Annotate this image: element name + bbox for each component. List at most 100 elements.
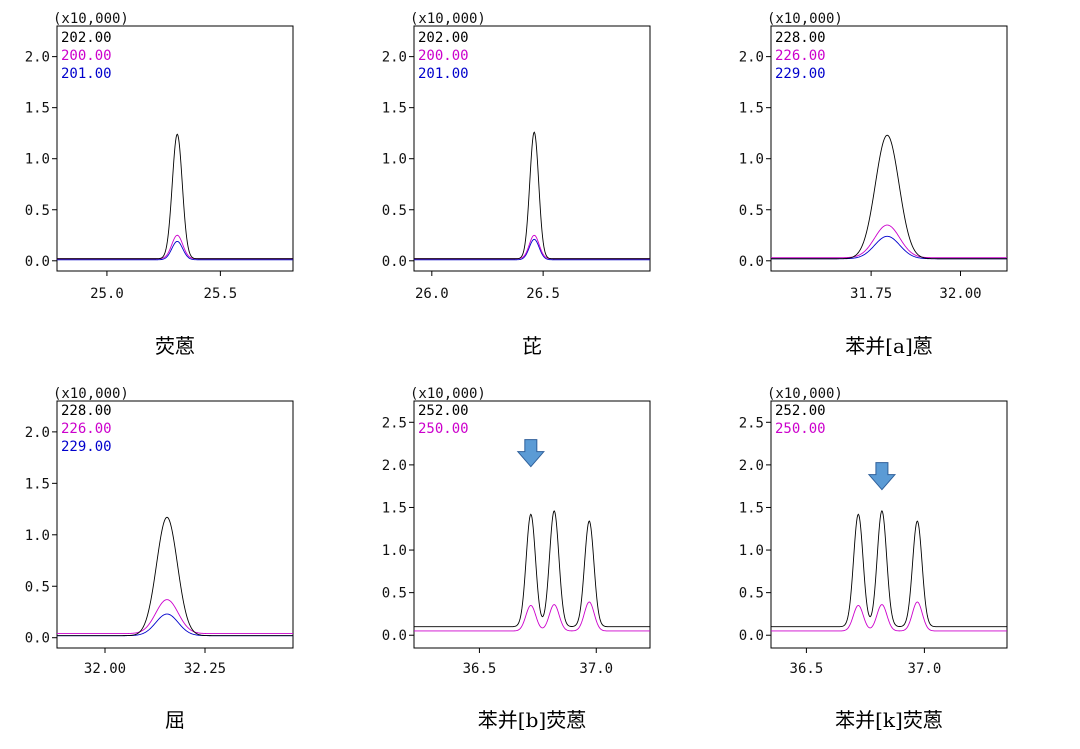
series-trace: [57, 133, 293, 260]
series-trace: [414, 131, 650, 260]
y-tick-label: 0.5: [739, 203, 764, 219]
x-tick-label: 37.0: [579, 661, 613, 677]
y-tick-label: 1.5: [382, 101, 407, 117]
x-tick-label: 31.75: [850, 286, 892, 302]
y-multiplier-label: (x10,000): [410, 386, 486, 402]
x-tick-label: 36.5: [463, 661, 497, 677]
compound-caption: 苯并[b]荧蒽: [478, 708, 586, 732]
peak-arrow-icon: [516, 439, 545, 468]
chromatogram-panel: (x10,000) 0.0 0.5 1.0 1.5 2.0 2.5 36.5 37.0 252.0…: [382, 386, 651, 732]
x-tick-label: 36.5: [790, 661, 824, 677]
y-multiplier-label: (x10,000): [410, 11, 486, 27]
y-tick-label: 2.0: [382, 458, 407, 474]
y-tick-label: 0.5: [739, 586, 764, 602]
x-tick-label: 37.0: [908, 661, 942, 677]
x-tick-label: 26.0: [415, 286, 449, 302]
y-tick-label: 0.0: [739, 254, 764, 270]
series-trace: [771, 224, 1007, 259]
x-tick-label: 32.00: [939, 286, 981, 302]
series-trace: [57, 234, 293, 260]
legend-ion-label: 202.00: [61, 30, 112, 46]
compound-caption: 荧蒽: [155, 334, 195, 358]
y-tick-label: 1.0: [25, 528, 50, 544]
legend-ion-label: 201.00: [418, 66, 469, 82]
series-trace: [414, 510, 650, 628]
chromatogram-panel: (x10,000) 0.0 0.5 1.0 1.5 2.0 25.0 25.5 202.00 20…: [25, 11, 294, 358]
series-trace: [771, 510, 1007, 628]
compound-caption: 苯并[a]蒽: [845, 334, 933, 358]
plot-frame: [56, 25, 294, 272]
legend-ion-label: 252.00: [418, 403, 469, 419]
y-tick-label: 1.0: [25, 152, 50, 168]
y-tick-label: 1.5: [25, 101, 50, 117]
legend-ion-label: 200.00: [418, 48, 469, 64]
chromatogram-panel: (x10,000) 0.0 0.5 1.0 1.5 2.0 32.00 32.25 228.00…: [25, 386, 294, 732]
legend-ion-label: 200.00: [61, 48, 112, 64]
y-tick-label: 2.0: [25, 425, 50, 441]
y-tick-label: 0.5: [382, 203, 407, 219]
y-tick-label: 1.5: [25, 476, 50, 492]
series-trace: [57, 599, 293, 635]
peak-arrow-icon: [867, 462, 897, 491]
legend-ion-label: 228.00: [775, 30, 826, 46]
y-tick-label: 0.0: [739, 628, 764, 644]
y-tick-label: 0.0: [25, 254, 50, 270]
y-tick-label: 0.5: [25, 579, 50, 595]
y-tick-label: 2.0: [382, 50, 407, 66]
y-tick-label: 2.0: [739, 50, 764, 66]
series-trace: [414, 234, 650, 260]
y-tick-label: 2.5: [382, 415, 407, 431]
legend-ion-label: 201.00: [61, 66, 112, 82]
chromatogram-panel: (x10,000) 0.0 0.5 1.0 1.5 2.0 2.5 36.5 37.0 252.0…: [739, 386, 1008, 732]
legend-ion-label: 226.00: [775, 48, 826, 64]
legend-ion-label: 202.00: [418, 30, 469, 46]
y-multiplier-label: (x10,000): [53, 11, 129, 27]
series-trace: [414, 238, 650, 261]
legend-ion-label: 226.00: [61, 421, 112, 437]
x-tick-label: 32.25: [184, 661, 226, 677]
y-tick-label: 2.0: [739, 458, 764, 474]
plot-frame: [770, 25, 1008, 272]
y-tick-label: 0.0: [382, 254, 407, 270]
y-multiplier-label: (x10,000): [767, 386, 843, 402]
series-trace: [414, 601, 650, 632]
y-multiplier-label: (x10,000): [767, 11, 843, 27]
legend-ion-label: 252.00: [775, 403, 826, 419]
legend-ion-label: 228.00: [61, 403, 112, 419]
y-tick-label: 0.5: [25, 203, 50, 219]
series-trace: [771, 134, 1007, 260]
y-tick-label: 0.0: [382, 628, 407, 644]
plot-frame: [56, 400, 294, 649]
plot-frame: [413, 400, 651, 649]
series-trace: [57, 516, 293, 637]
y-tick-label: 1.5: [739, 500, 764, 516]
compound-caption: 屈: [165, 708, 185, 732]
chromatogram-panel: (x10,000) 0.0 0.5 1.0 1.5 2.0 31.75 32.00 228.00…: [739, 11, 1008, 358]
series-trace: [771, 601, 1007, 632]
y-multiplier-label: (x10,000): [53, 386, 129, 402]
compound-caption: 苯并[k]荧蒽: [835, 708, 943, 732]
series-trace: [57, 613, 293, 637]
y-tick-label: 1.5: [739, 101, 764, 117]
x-tick-label: 32.00: [84, 661, 126, 677]
y-tick-label: 2.0: [25, 50, 50, 66]
y-tick-label: 0.0: [25, 631, 50, 647]
y-tick-label: 1.0: [382, 543, 407, 559]
y-tick-label: 1.5: [382, 500, 407, 516]
series-trace: [771, 235, 1007, 260]
plot-frame: [413, 25, 651, 272]
x-tick-label: 25.5: [204, 286, 238, 302]
y-tick-label: 1.0: [739, 543, 764, 559]
legend-ion-label: 229.00: [775, 66, 826, 82]
x-tick-label: 25.0: [90, 286, 124, 302]
x-tick-label: 26.5: [526, 286, 560, 302]
y-tick-label: 0.5: [382, 586, 407, 602]
legend-ion-label: 250.00: [775, 421, 826, 437]
y-tick-label: 1.0: [382, 152, 407, 168]
chromatogram-panel: (x10,000) 0.0 0.5 1.0 1.5 2.0 26.0 26.5 202.00 20…: [382, 11, 651, 358]
compound-caption: 芘: [522, 334, 542, 358]
y-tick-label: 1.0: [739, 152, 764, 168]
legend-ion-label: 229.00: [61, 439, 112, 455]
y-tick-label: 2.5: [739, 415, 764, 431]
